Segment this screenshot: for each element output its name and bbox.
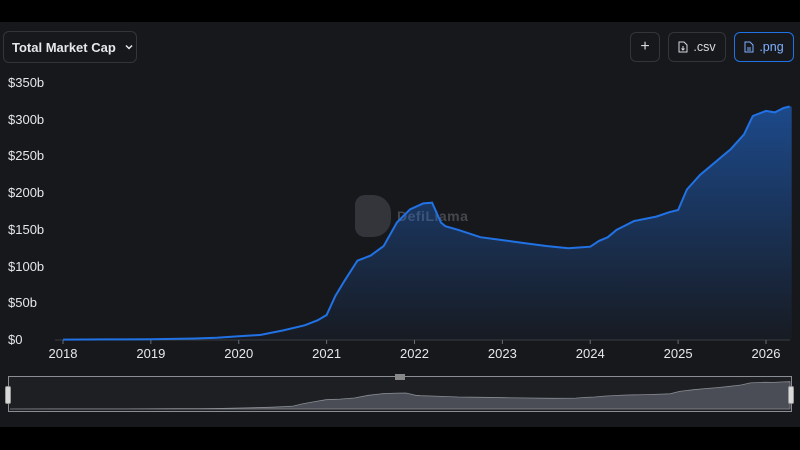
plus-icon: + [640, 38, 650, 55]
brush-mini-chart [9, 381, 791, 410]
csv-label: .csv [693, 40, 716, 54]
x-tick-label: 2018 [48, 346, 78, 361]
x-tick-label: 2020 [224, 346, 254, 361]
x-tick-label: 2024 [575, 346, 605, 361]
series-area [63, 106, 792, 340]
brush-handle-right[interactable] [788, 386, 794, 404]
chart-panel: Total Market Cap + .csv .png $0 $50b $100b… [0, 22, 800, 427]
y-tick-label: $50b [8, 295, 37, 311]
range-brush[interactable] [5, 374, 794, 414]
x-tick-label: 2021 [312, 346, 342, 361]
brush-handle-left[interactable] [5, 386, 11, 404]
y-tick-label: $150b [8, 221, 45, 237]
x-tick-label: 2026 [751, 346, 781, 361]
brush-grip-icon[interactable] [395, 374, 405, 380]
file-image-icon [744, 41, 754, 53]
series-line [62, 105, 790, 341]
market-cap-chart [55, 105, 792, 344]
file-download-icon [678, 41, 688, 53]
y-tick-label: $200b [8, 185, 45, 201]
x-tick-label: 2023 [487, 346, 517, 361]
download-png-button[interactable]: .png [734, 32, 794, 62]
x-tick-label: 2025 [663, 346, 693, 361]
chart-toolbar: Total Market Cap + .csv .png [0, 22, 800, 72]
metric-select[interactable]: Total Market Cap [3, 31, 137, 63]
png-label: .png [759, 40, 784, 54]
y-tick-label: $350b [8, 75, 45, 90]
download-csv-button[interactable]: .csv [668, 32, 726, 62]
add-button[interactable]: + [630, 32, 660, 62]
y-tick-label: $300b [8, 111, 45, 127]
x-tick-label: 2022 [400, 346, 429, 361]
y-tick-label: $100b [8, 258, 45, 274]
llama-logo-icon [355, 195, 391, 237]
metric-select-label: Total Market Cap [12, 39, 116, 55]
y-tick-label: $0 [8, 332, 23, 347]
x-tick-label: 2019 [136, 346, 166, 361]
brush-mini-area [9, 381, 791, 410]
chevron-down-icon [125, 44, 133, 50]
y-tick-label: $250b [8, 148, 45, 164]
